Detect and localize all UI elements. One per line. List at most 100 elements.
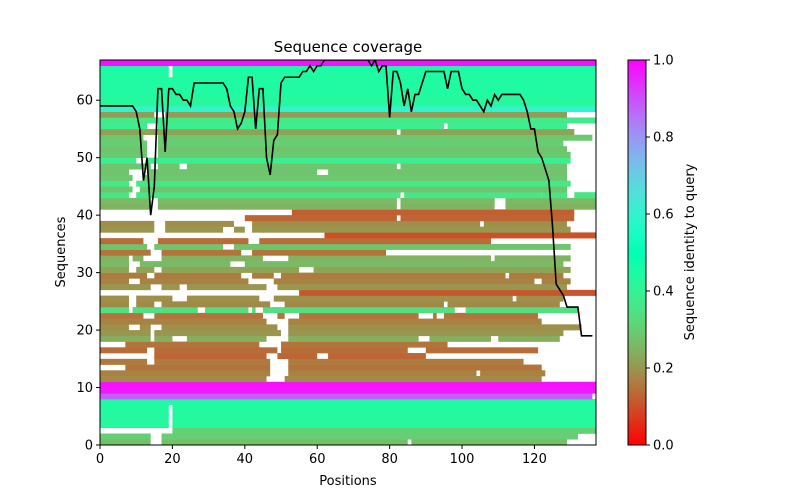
- coverage-segment: [400, 163, 568, 170]
- coverage-segment: [139, 324, 151, 331]
- x-tick-label: 40: [237, 452, 254, 467]
- coverage-segment: [252, 249, 387, 256]
- coverage-segment: [100, 295, 129, 302]
- coverage-segment: [100, 174, 133, 181]
- colorbar-label: Sequence identity to query: [683, 163, 698, 340]
- coverage-segment: [244, 261, 564, 268]
- coverage-segment: [186, 284, 267, 291]
- coverage-segment: [100, 433, 151, 440]
- coverage-segment: [291, 209, 575, 216]
- coverage-segment: [100, 134, 144, 141]
- coverage-segment: [284, 301, 444, 308]
- coverage-segment: [404, 192, 542, 199]
- coverage-segment: [400, 128, 575, 136]
- coverage-segment: [281, 341, 448, 348]
- coverage-segment: [157, 163, 180, 170]
- coverage-segment: [313, 266, 571, 273]
- coverage-segment: [516, 295, 564, 302]
- colorbar-tick-label: 1.0: [653, 54, 674, 69]
- coverage-segment: [443, 312, 539, 319]
- coverage-segment: [281, 272, 506, 279]
- coverage-segment: [233, 226, 245, 233]
- coverage-segment: [281, 347, 408, 354]
- coverage-segment: [100, 243, 148, 250]
- coverage-segment: [154, 358, 271, 365]
- coverage-segment: [284, 376, 542, 383]
- coverage-segment: [288, 330, 564, 337]
- coverage-segment: [161, 433, 578, 440]
- x-tick-label: 80: [381, 452, 398, 467]
- coverage-segment: [136, 301, 155, 308]
- coverage-segment: [483, 220, 568, 227]
- coverage-segment: [328, 169, 568, 176]
- coverage-segment: [100, 358, 148, 365]
- y-tick-label: 20: [76, 324, 93, 339]
- coverage-segment: [244, 215, 397, 222]
- coverage-segment: [154, 347, 278, 354]
- coverage-segment: [100, 439, 151, 446]
- coverage-segment: [100, 307, 129, 314]
- plot-area: [99, 59, 597, 446]
- coverage-segment: [165, 111, 568, 118]
- coverage-segment: [411, 439, 568, 446]
- coverage-segment: [172, 404, 596, 411]
- coverage-segment: [100, 94, 596, 101]
- coverage-segment: [100, 238, 144, 245]
- coverage-segment: [252, 226, 571, 233]
- coverage-segment: [186, 295, 260, 302]
- coverage-segment: [100, 123, 148, 130]
- coverage-segment: [172, 422, 596, 429]
- coverage-segment: [541, 192, 568, 199]
- coverage-segment: [425, 347, 539, 354]
- coverage-segment: [172, 416, 596, 423]
- coverage-segment: [400, 215, 575, 222]
- coverage-segment: [277, 312, 285, 319]
- coverage-segment: [429, 335, 492, 342]
- coverage-segment: [100, 157, 137, 164]
- coverage-segment: [136, 266, 155, 273]
- coverage-segment: [252, 272, 274, 279]
- chart-title: Sequence coverage: [274, 38, 422, 56]
- coverage-segment: [288, 324, 582, 331]
- coverage-segment: [100, 335, 151, 342]
- coverage-segment: [273, 295, 513, 302]
- coverage-segment: [100, 370, 271, 377]
- coverage-segment: [288, 358, 524, 365]
- coverage-segment: [288, 318, 542, 325]
- coverage-segment: [100, 163, 151, 170]
- coverage-segment: [100, 82, 596, 90]
- coverage-segment: [100, 151, 148, 158]
- colorbar-tick-label: 0.0: [653, 439, 674, 454]
- coverage-segment: [125, 364, 271, 371]
- coverage-segment: [465, 307, 578, 314]
- coverage-segment: [132, 255, 144, 262]
- coverage-segment: [136, 192, 401, 199]
- coverage-segment: [136, 295, 173, 302]
- coverage-segment: [447, 123, 568, 130]
- coverage-segment: [288, 370, 477, 377]
- coverage-segment: [288, 335, 419, 342]
- coverage-segment: [100, 347, 148, 354]
- plot-frame: [99, 59, 597, 446]
- coverage-segment: [100, 410, 169, 417]
- coverage-segment: [509, 272, 564, 279]
- coverage-segment: [161, 255, 263, 262]
- coverage-segment: [100, 266, 129, 273]
- coverage-segment: [186, 163, 397, 170]
- coverage-segment: [157, 123, 444, 130]
- colorbar-gradient: [627, 59, 647, 446]
- coverage-segment: [498, 335, 560, 342]
- coverage-segment: [157, 197, 397, 204]
- coverage-segment: [574, 192, 596, 199]
- coverage-segment: [288, 364, 542, 371]
- coverage-segment: [143, 174, 568, 181]
- coverage-segment: [100, 100, 596, 107]
- coverage-segment: [100, 249, 151, 256]
- coverage-segment: [100, 146, 148, 153]
- coverage-segment: [161, 324, 278, 331]
- coverage-segment: [132, 307, 198, 314]
- coverage-segment: [100, 117, 596, 124]
- coverage-segment: [154, 312, 263, 319]
- coverage-segment: [277, 353, 318, 360]
- colorbar-tick-label: 0.2: [653, 362, 674, 377]
